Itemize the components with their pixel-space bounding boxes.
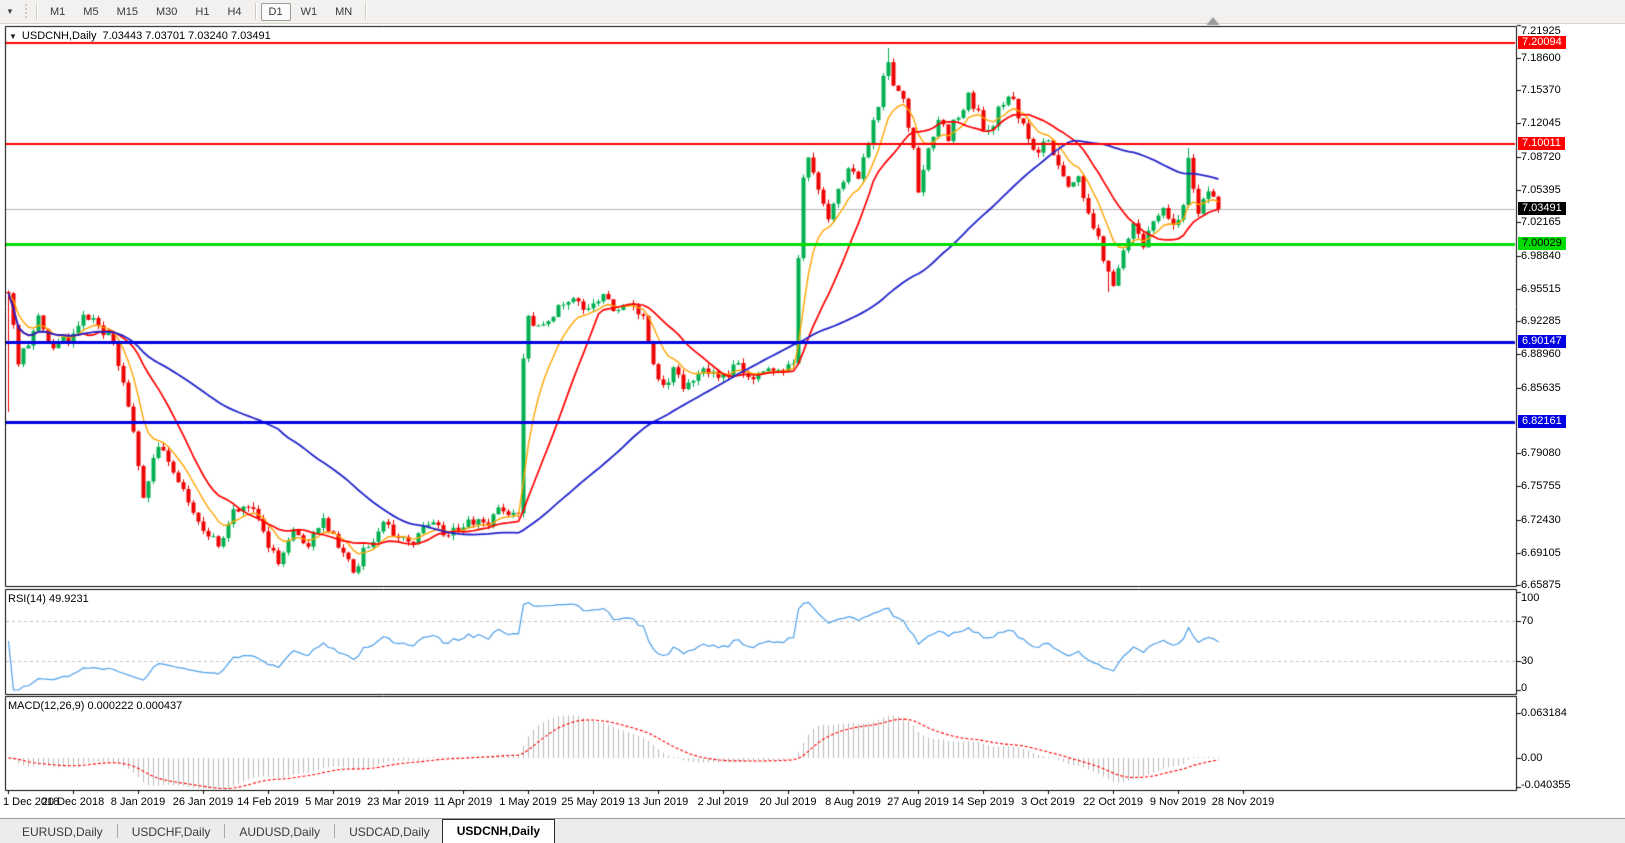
chart-tabs-bar: EURUSD,Daily USDCHF,Daily AUDUSD,Daily USDC… bbox=[0, 818, 1625, 843]
tab-separator bbox=[116, 824, 118, 838]
tab-separator bbox=[334, 824, 336, 838]
date-axis-tick: 13 Jun 2019 bbox=[627, 796, 689, 808]
rsi-axis-tick: 100 bbox=[1521, 592, 1540, 604]
macd-axis-tick: 0.063184 bbox=[1521, 707, 1567, 719]
date-axis-tick: 20 Dec 2018 bbox=[41, 796, 105, 808]
price-axis-tick: 6.88960 bbox=[1521, 348, 1561, 361]
price-axis-tick: 7.02165 bbox=[1521, 216, 1561, 229]
date-axis-tick: 1 May 2019 bbox=[499, 796, 557, 808]
date-axis-tick: 27 Aug 2019 bbox=[887, 796, 949, 808]
rsi-indicator-label: RSI(14) 49.9231 bbox=[8, 593, 89, 605]
price-axis-tick: 7.12045 bbox=[1521, 117, 1561, 130]
date-axis-tick: 14 Feb 2019 bbox=[237, 796, 299, 808]
price-axis-tick: 6.69105 bbox=[1521, 546, 1561, 559]
date-axis-tick: 11 Apr 2019 bbox=[433, 796, 493, 808]
price-axis-tick: 7.15370 bbox=[1521, 84, 1561, 97]
price-level-badge: 7.10011 bbox=[1518, 136, 1565, 150]
date-axis-tick: 23 Mar 2019 bbox=[367, 796, 429, 808]
rsi-axis-tick: 0 bbox=[1521, 682, 1528, 694]
date-axis-tick: 25 May 2019 bbox=[561, 796, 625, 808]
price-level-badge: 6.90147 bbox=[1518, 335, 1566, 349]
price-axis-tick: 6.65875 bbox=[1521, 579, 1561, 592]
rsi-axis-tick: 70 bbox=[1521, 615, 1534, 628]
price-axis-tick: 6.98840 bbox=[1521, 249, 1561, 262]
price-axis-tick: 7.08720 bbox=[1521, 150, 1561, 163]
chart-symbol-label: USDCNH,Daily bbox=[21, 30, 97, 42]
date-axis-tick: 20 Jul 2019 bbox=[759, 796, 817, 808]
date-axis-tick: 8 Aug 2019 bbox=[825, 796, 881, 808]
price-level-badge: 7.20094 bbox=[1518, 36, 1566, 49]
price-axis-tick: 7.21925 bbox=[1521, 25, 1561, 37]
chart-collapse-icon[interactable]: ▼ bbox=[9, 32, 17, 41]
macd-axis-tick: -0.040355 bbox=[1521, 779, 1571, 791]
date-axis-tick: 22 Oct 2019 bbox=[1083, 796, 1143, 808]
macd-indicator-label: MACD(12,26,9) 0.000222 0.000437 bbox=[8, 700, 183, 712]
chart-tab-USDCHF[interactable]: USDCHF,Daily bbox=[131, 825, 211, 839]
date-axis: 1 Dec 2018 20 Dec 2018 8 Jan 2019 26 Jan 20… bbox=[0, 796, 1625, 812]
price-axis-tick: 6.85635 bbox=[1521, 381, 1561, 394]
price-level-badge: 7.03491 bbox=[1518, 202, 1566, 216]
date-axis-tick: 9 Nov 2019 bbox=[1149, 796, 1207, 808]
price-axis-tick: 6.79080 bbox=[1521, 447, 1561, 460]
date-axis-tick: 14 Sep 2019 bbox=[951, 796, 1015, 808]
tab-separator bbox=[224, 824, 226, 838]
date-axis-tick: 3 Oct 2019 bbox=[1021, 796, 1075, 808]
chart-tab-USDCAD[interactable]: USDCAD,Daily bbox=[349, 825, 430, 839]
date-axis-tick: 8 Jan 2019 bbox=[110, 796, 166, 808]
macd-axis-tick: 0.00 bbox=[1521, 752, 1543, 764]
chart-tab-AUDUSD[interactable]: AUDUSD,Daily bbox=[239, 825, 321, 839]
price-level-badge: 6.82161 bbox=[1518, 415, 1566, 429]
chart-ohlc-values: 7.03443 7.03701 7.03240 7.03491 bbox=[102, 30, 271, 42]
price-axis-tick: 6.72430 bbox=[1521, 513, 1561, 526]
date-axis-tick: 26 Jan 2019 bbox=[172, 796, 234, 808]
chart-tab-EURUSD[interactable]: EURUSD,Daily bbox=[22, 825, 103, 839]
rsi-axis-tick: 30 bbox=[1521, 654, 1534, 667]
chart-tab-USDCNH[interactable]: USDCNH,Daily bbox=[441, 819, 556, 843]
chart-title: ▼ USDCNH,Daily 7.03443 7.03701 7.03240 7.0… bbox=[9, 30, 271, 42]
date-axis-tick: 28 Nov 2019 bbox=[1211, 796, 1275, 808]
date-axis-tick: 1 Dec 2018 bbox=[3, 796, 60, 808]
price-axis-tick: 7.05395 bbox=[1521, 183, 1561, 196]
price-axis-tick: 6.92285 bbox=[1521, 315, 1561, 328]
date-axis-tick: 5 Mar 2019 bbox=[305, 796, 361, 808]
price-axis-tick: 7.18600 bbox=[1521, 51, 1561, 64]
price-level-badge: 7.00029 bbox=[1518, 236, 1566, 250]
date-axis-tick: 2 Jul 2019 bbox=[697, 796, 749, 808]
price-axis-tick: 6.95515 bbox=[1521, 282, 1561, 295]
price-axis-tick: 6.75755 bbox=[1521, 480, 1561, 493]
